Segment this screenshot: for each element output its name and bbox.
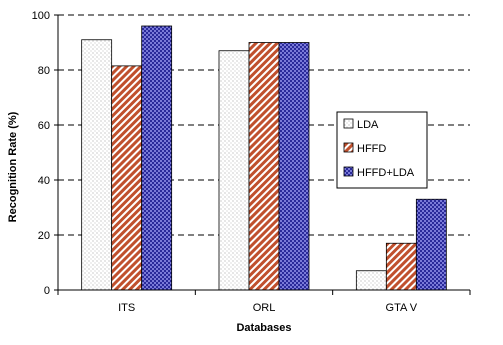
- bar-lda-orl: [218, 50, 250, 291]
- legend-label: LDA: [357, 119, 379, 131]
- x-tick-labels: ITS ORL GTA V: [118, 302, 418, 314]
- bar-hffd-lda-its: [141, 25, 173, 291]
- bars: [81, 25, 447, 291]
- y-tick-label: 100: [32, 10, 50, 22]
- x-tick-label: ITS: [118, 302, 135, 314]
- axes: [54, 14, 471, 295]
- y-axis-title: Recognition Rate (%): [7, 111, 19, 222]
- x-tick-label: GTA V: [386, 302, 418, 314]
- bar-hffd-its: [111, 65, 143, 291]
- y-tick-label: 0: [44, 285, 50, 297]
- legend-swatch: [343, 166, 354, 177]
- y-tick-labels: 0 20 40 60 80 100: [32, 10, 50, 297]
- x-axis-title: Databases: [236, 322, 291, 334]
- bar-hffd-gta-v: [385, 242, 417, 291]
- bar-hffd-lda-orl: [278, 42, 310, 291]
- legend-label: HFFD: [357, 143, 386, 155]
- bar-lda-gta-v: [355, 270, 387, 291]
- y-tick-label: 40: [38, 175, 50, 187]
- legend-swatch: [343, 118, 354, 129]
- y-tick-label: 60: [38, 120, 50, 132]
- bar-lda-its: [81, 39, 113, 291]
- y-tick-label: 80: [38, 65, 50, 77]
- y-tick-label: 20: [38, 230, 50, 242]
- legend-swatch: [343, 142, 354, 153]
- bar-hffd-lda-gta-v: [415, 198, 447, 291]
- x-tick-label: ORL: [253, 302, 276, 314]
- bar-hffd-orl: [248, 42, 280, 291]
- legend: LDA HFFD HFFD+LDA: [336, 111, 428, 189]
- legend-label: HFFD+LDA: [357, 167, 415, 179]
